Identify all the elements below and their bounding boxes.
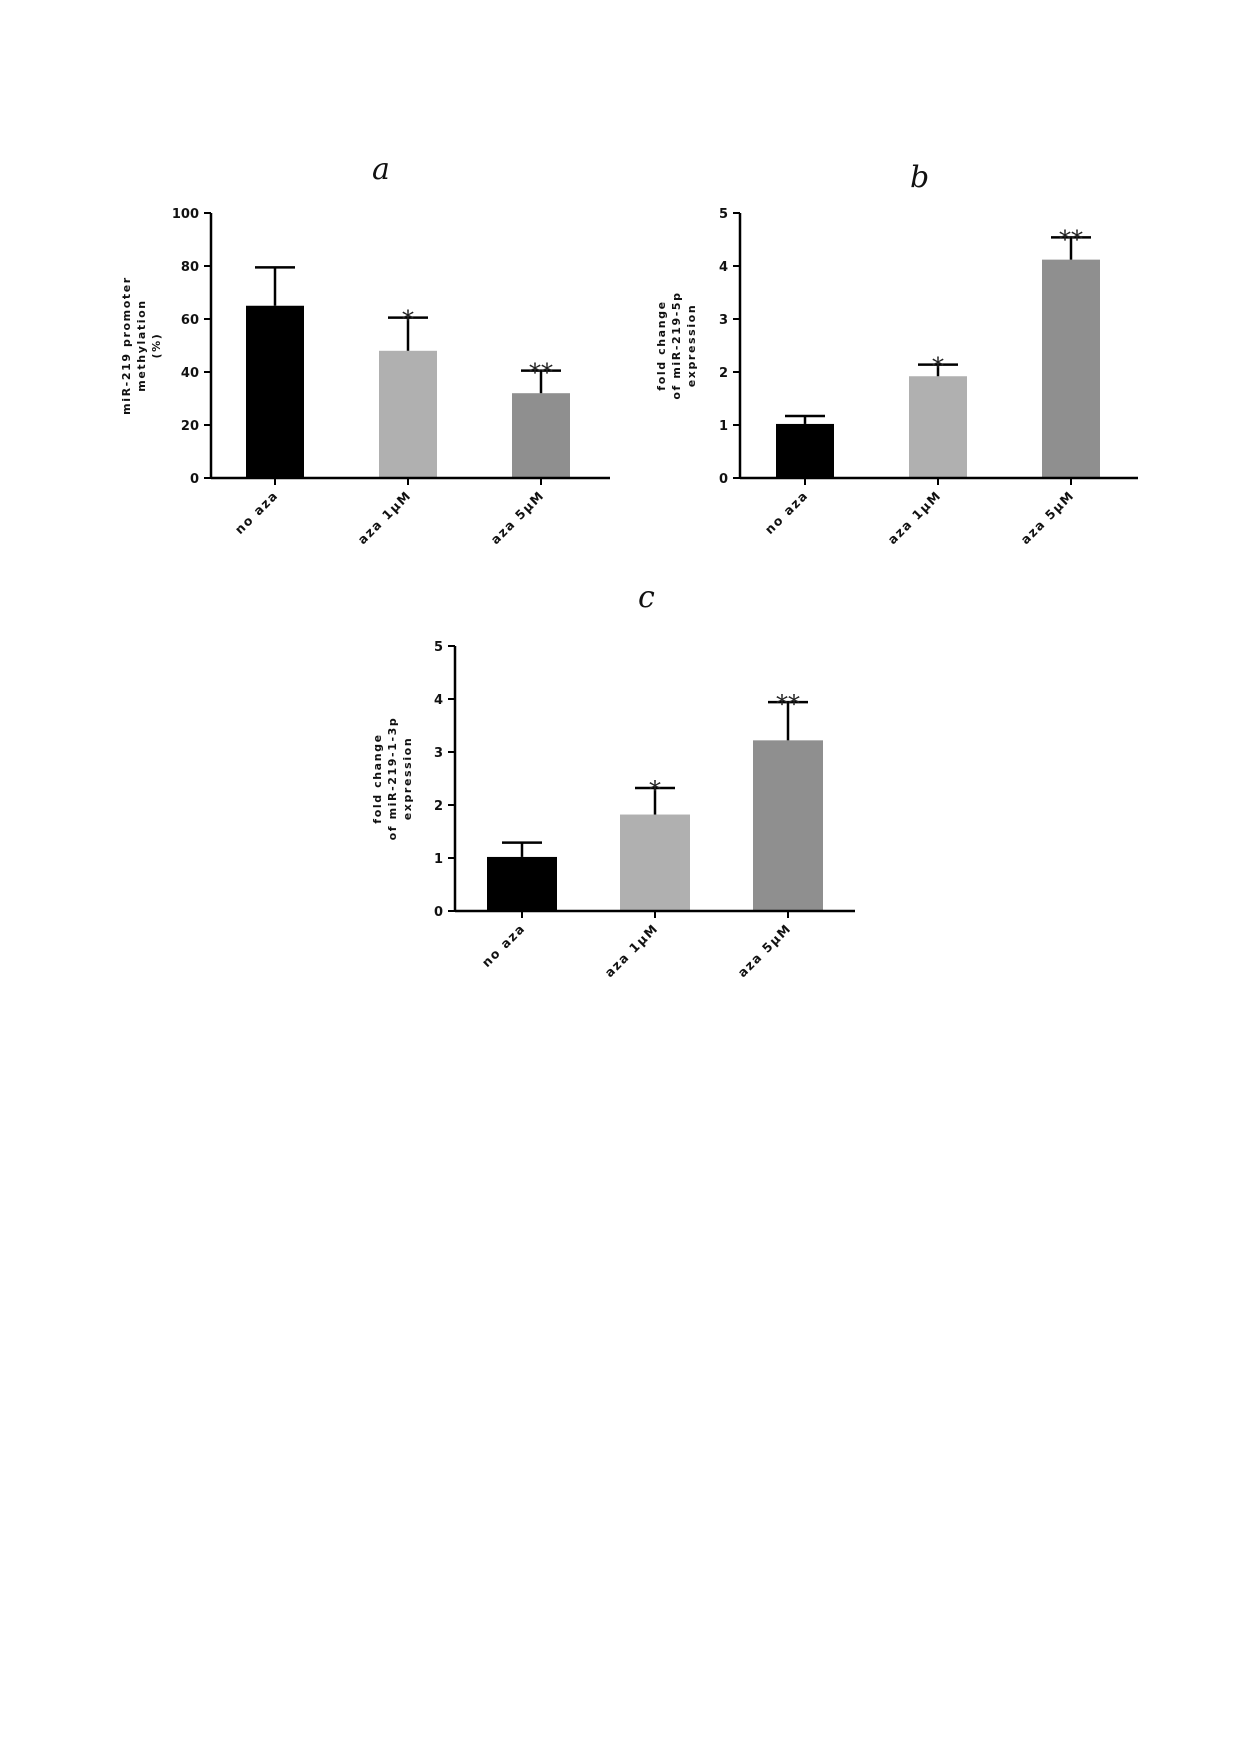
chart-b-significance-2: ** — [1059, 225, 1083, 253]
chart-c-x-tick-label-1: aza 1µM — [601, 921, 661, 981]
chart-b-bar-1 — [909, 376, 967, 478]
chart-a-significance-1: * — [402, 306, 414, 334]
chart-a-y-tick-label-4: 80 — [181, 260, 199, 275]
chart-c-y-tick-label-3: 3 — [434, 746, 443, 761]
chart-c-ylabel-line-0: fold change — [371, 733, 384, 823]
chart-c-ylabel-line-1: of miR-219-1-3p — [386, 717, 399, 841]
chart-a-ylabel-line-0: miR-219 promoter — [120, 276, 133, 415]
chart-b-y-tick-label-0: 0 — [719, 472, 728, 487]
chart-b-ylabel-line-2: expression — [685, 304, 698, 388]
chart-a-y-tick-label-2: 40 — [181, 366, 199, 381]
chart-b-y-tick-label-4: 4 — [719, 260, 728, 275]
chart-c-y-tick-label-4: 4 — [434, 693, 443, 708]
chart-c-y-tick-label-1: 1 — [434, 852, 443, 867]
chart-a-significance-2: ** — [529, 359, 553, 387]
chart-b-significance-1: * — [932, 353, 944, 381]
chart-c-y-tick-label-0: 0 — [434, 905, 443, 920]
chart-c-significance-1: * — [649, 776, 661, 804]
chart-b-bar-2 — [1042, 259, 1100, 478]
chart-a-ylabel-line-2: (%) — [150, 333, 163, 359]
chart-b-y-tick-label-2: 2 — [719, 366, 728, 381]
chart-a-ylabel-line-1: methylation — [135, 299, 148, 391]
chart-b-y-tick-label-1: 1 — [719, 419, 728, 434]
chart-a-y-tick-label-5: 100 — [172, 207, 199, 222]
chart-b-y-tick-label-5: 5 — [719, 207, 728, 222]
chart-b-bar-0 — [776, 423, 834, 478]
panel-letter-a: a — [372, 152, 390, 187]
chart-b-y-tick-label-3: 3 — [719, 313, 728, 328]
chart-c-x-tick-label-0: no aza — [479, 921, 528, 970]
chart-c-bar-2 — [753, 740, 823, 911]
chart-c-bar-0 — [487, 856, 557, 911]
chart-c-bar-1 — [620, 814, 690, 911]
chart-c-x-tick-label-2: aza 5µM — [734, 921, 794, 981]
chart-a-y-tick-label-1: 20 — [181, 419, 199, 434]
chart-b-ylabel-line-1: of miR-219-5p — [670, 291, 683, 399]
chart-c-significance-2: ** — [776, 690, 800, 718]
chart-a-y-tick-label-0: 0 — [190, 472, 199, 487]
chart-c-y-tick-label-5: 5 — [434, 640, 443, 655]
panel-letter-b: b — [910, 160, 930, 195]
chart-c-ylabel-line-2: expression — [401, 737, 414, 821]
chart-a-bar-1 — [379, 350, 437, 478]
chart-a-bar-0 — [246, 305, 304, 478]
chart-a-y-tick-label-3: 60 — [181, 313, 199, 328]
chart-b-ylabel-line-0: fold change — [655, 300, 668, 390]
chart-a-bar-2 — [512, 393, 570, 478]
panel-letter-c: c — [638, 580, 655, 615]
chart-c-y-tick-label-2: 2 — [434, 799, 443, 814]
